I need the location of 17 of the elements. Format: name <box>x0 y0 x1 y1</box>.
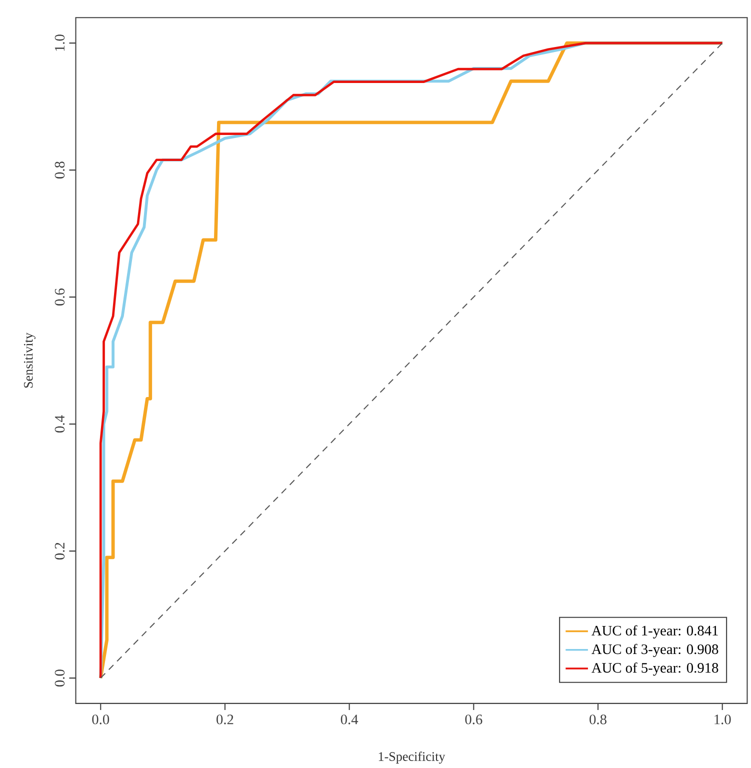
y-tick-label: 0.0 <box>54 670 64 686</box>
y-tick-label: 0.4 <box>54 415 64 432</box>
legend-label: AUC of 5-year: 0.918 <box>591 662 718 676</box>
y-tick-label: 0.8 <box>54 162 64 178</box>
x-tick-label: 1.0 <box>714 714 731 724</box>
x-tick-label: 0.8 <box>589 714 606 724</box>
x-axis-title: 1-Specificity <box>378 752 445 764</box>
x-tick-label: 0.0 <box>92 714 109 724</box>
y-tick-label: 0.6 <box>54 288 64 306</box>
y-tick-label: 1.0 <box>54 34 64 51</box>
x-tick-label: 0.2 <box>216 714 233 724</box>
y-axis-title: Sensitivity <box>24 332 36 388</box>
x-tick-label: 0.6 <box>465 714 482 724</box>
legend-label: AUC of 3-year: 0.908 <box>591 644 718 658</box>
legend-label: AUC of 1-year: 0.841 <box>591 625 718 638</box>
x-tick-label: 0.4 <box>340 714 358 724</box>
y-tick-label: 0.2 <box>54 542 64 560</box>
